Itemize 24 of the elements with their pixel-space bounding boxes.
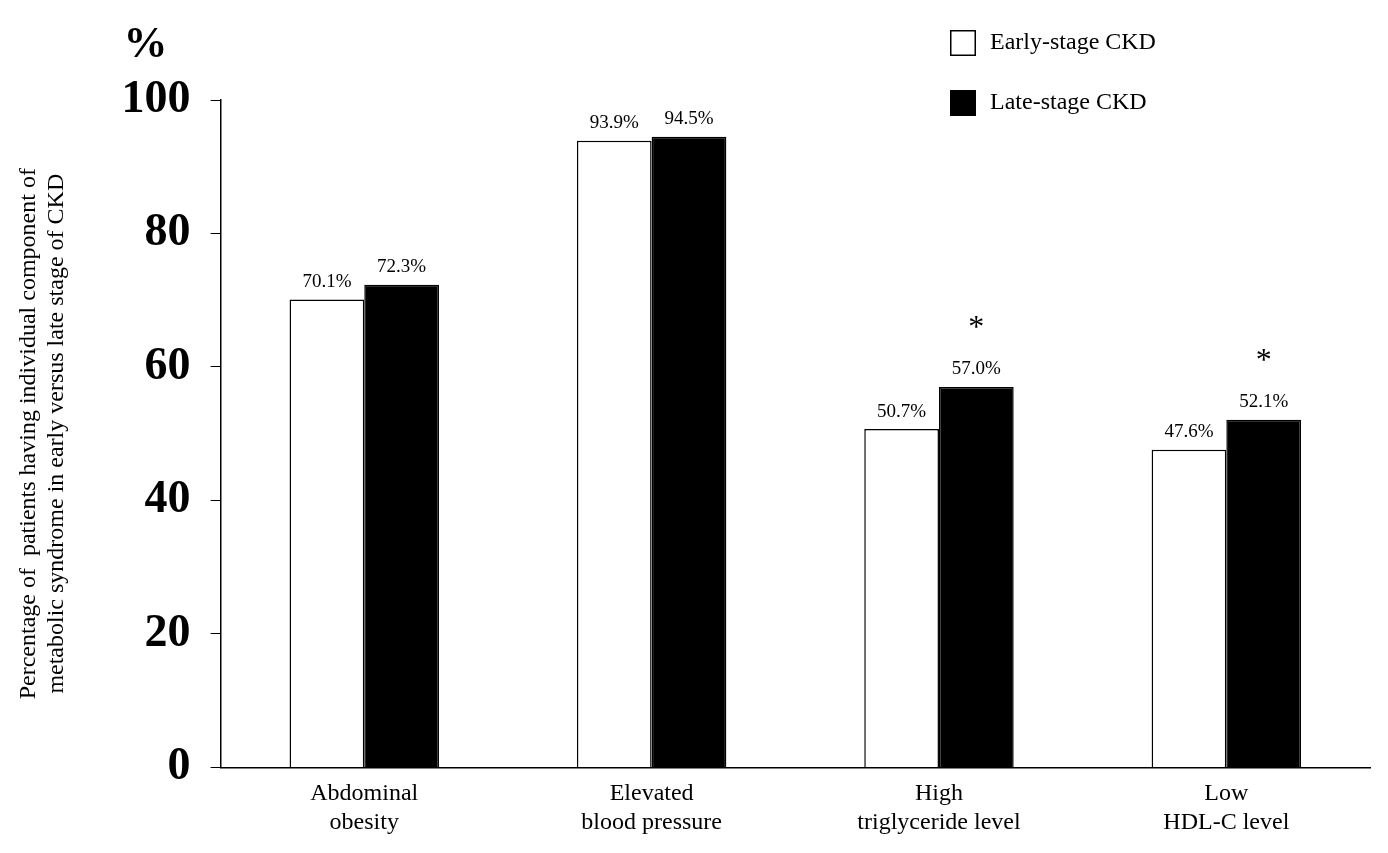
y-tick-label: 0 xyxy=(167,738,191,790)
data-label: 50.7% xyxy=(877,399,927,421)
data-label: 72.3% xyxy=(377,255,427,277)
data-label: 70.1% xyxy=(302,270,352,292)
data-label: 93.9% xyxy=(589,111,639,133)
text: % xyxy=(123,18,168,68)
annotation: * xyxy=(968,308,985,345)
data-label: 47.6% xyxy=(1164,420,1214,442)
x-tick-label: Low HDL-C level xyxy=(1163,779,1290,834)
y-axis-title: Percentage of patients having individual component of metabolic syndrome in early versus late stage of CKD xyxy=(13,168,69,700)
y-tick-label: 20 xyxy=(144,604,191,656)
data-label: 57.0% xyxy=(951,357,1002,379)
legend-label: Early-stage CKD xyxy=(990,28,1156,55)
y-tick-label: 80 xyxy=(144,204,191,256)
legend-label: Late-stage CKD xyxy=(990,88,1147,115)
x-tick-label: Elevated blood pressure xyxy=(581,779,722,834)
y-tick-label: 100 xyxy=(121,70,191,122)
data-label: 94.5% xyxy=(664,107,714,129)
y-tick-label: 40 xyxy=(144,471,191,523)
y-tick-label: 60 xyxy=(144,337,191,389)
x-tick-label: Abdominal obesity xyxy=(310,779,419,834)
x-tick-label: High triglyceride level xyxy=(857,779,1021,834)
data-label: 52.1% xyxy=(1239,390,1289,412)
annotation: * xyxy=(1255,341,1272,378)
